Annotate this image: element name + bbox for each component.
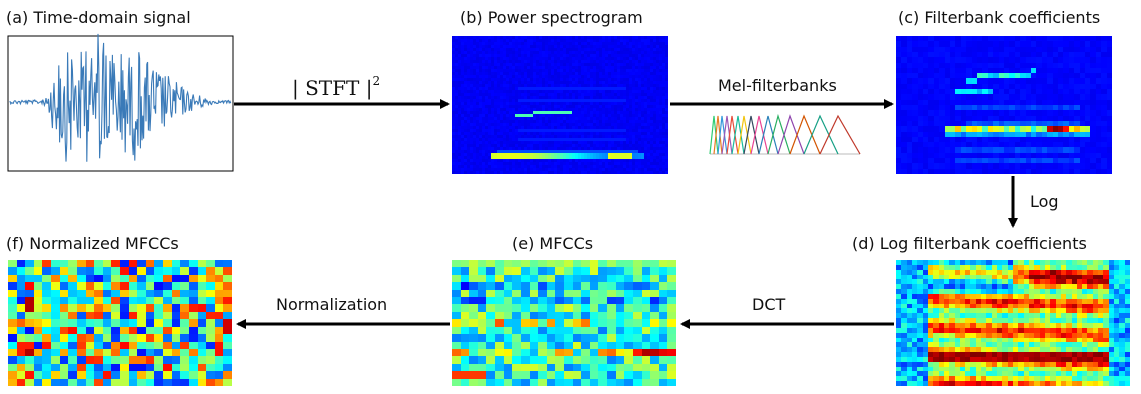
title-time-domain-signal: (a) Time-domain signal	[6, 8, 191, 27]
heatmap-cell	[1107, 169, 1112, 174]
title-normalized-mfccs: (f) Normalized MFCCs	[6, 234, 179, 253]
power-spectrogram-image	[452, 36, 668, 174]
title-power-spectrogram: (b) Power spectrogram	[460, 8, 643, 27]
log-filterbank-coefficients-image	[896, 260, 1130, 386]
title-filterbank-coefficients: (c) Filterbank coefficients	[898, 8, 1100, 27]
waveform-signal	[10, 34, 231, 162]
heatmap-cell	[665, 171, 668, 174]
filterbank-coefficients-image	[896, 36, 1112, 174]
title-mfccs: (e) MFCCs	[512, 234, 593, 253]
title-log-filterbank-coefficients: (d) Log filterbank coefficients	[852, 234, 1087, 253]
waveform-frame	[8, 36, 233, 171]
